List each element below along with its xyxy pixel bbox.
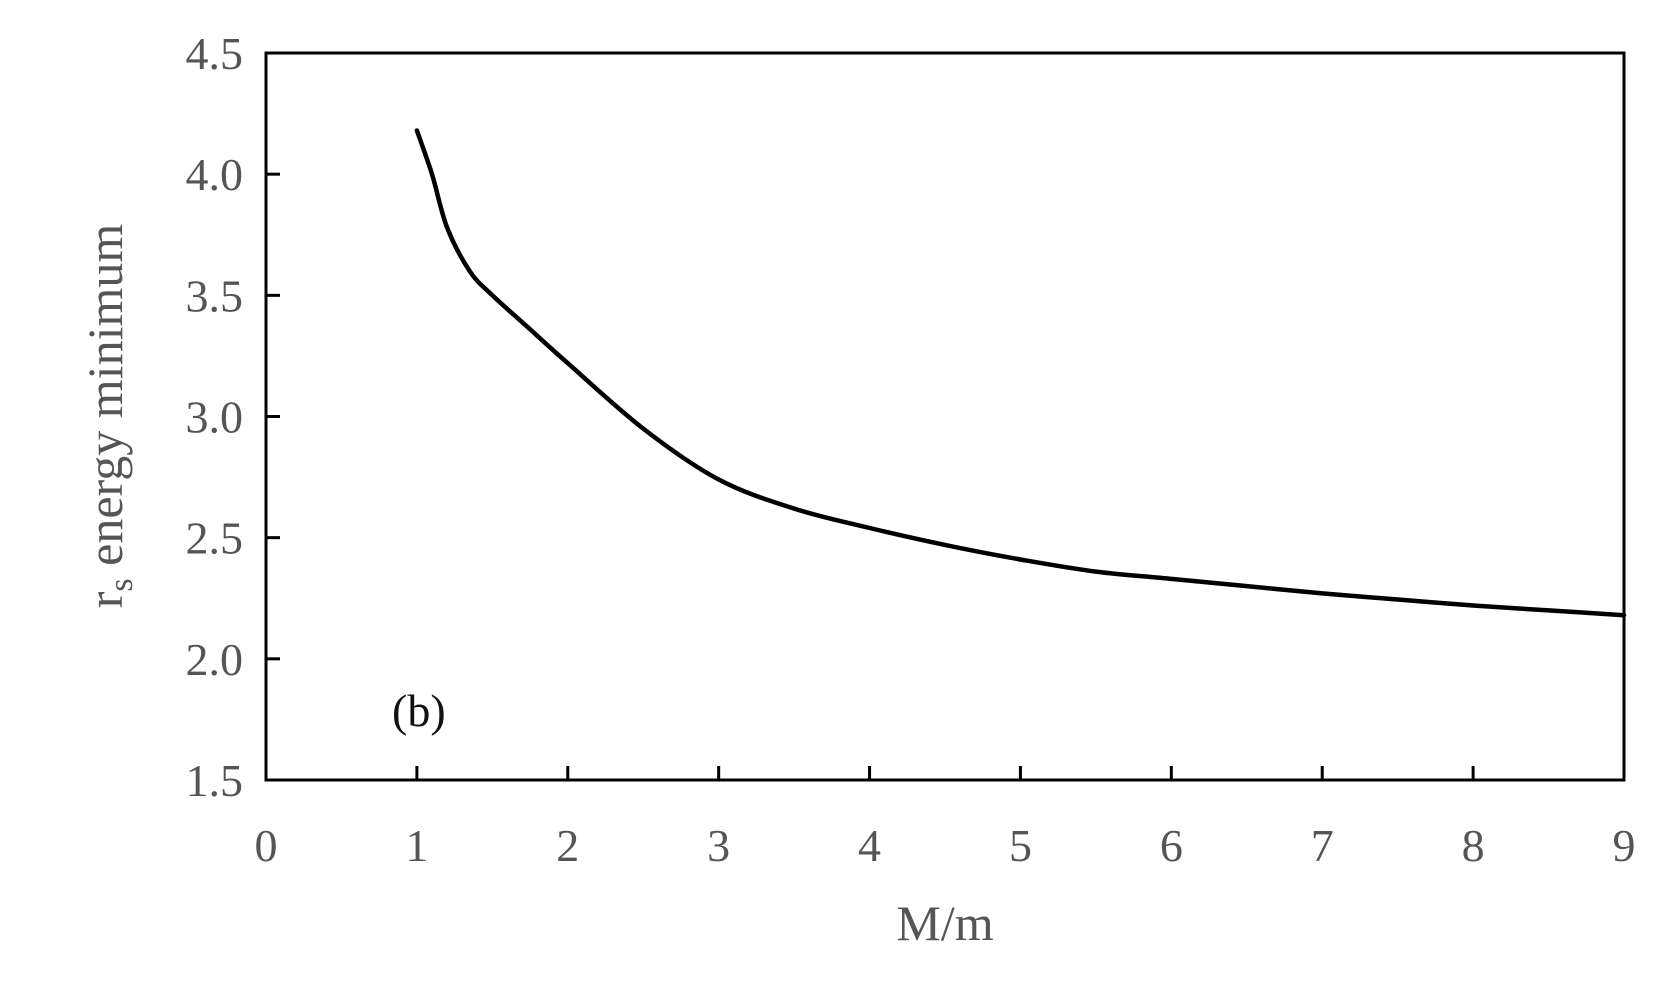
y-axis-title: rs energy minimum bbox=[77, 224, 140, 609]
x-tick-label: 1 bbox=[405, 820, 428, 871]
x-axis-ticks bbox=[415, 766, 1475, 780]
y-tick-label: 2.0 bbox=[186, 634, 244, 685]
y-tick-label: 4.5 bbox=[186, 28, 244, 79]
y-axis-tick-labels: 1.5 2.0 2.5 3.0 3.5 4.0 4.5 bbox=[186, 28, 244, 806]
panel-label: (b) bbox=[392, 685, 446, 736]
y-axis-title-rest: energy minimum bbox=[77, 224, 133, 579]
y-tick-label: 3.5 bbox=[186, 270, 244, 321]
x-tick-label: 4 bbox=[858, 820, 881, 871]
x-tick-label: 2 bbox=[556, 820, 579, 871]
series-line bbox=[414, 128, 1627, 618]
y-tick-label: 2.5 bbox=[186, 513, 244, 564]
x-tick-label: 3 bbox=[707, 820, 730, 871]
y-tick-label: 4.0 bbox=[186, 149, 244, 200]
x-tick-label: 9 bbox=[1613, 820, 1636, 871]
x-axis-tick-labels: 0 1 2 3 4 5 6 7 8 9 bbox=[255, 820, 1636, 871]
x-tick-label: 7 bbox=[1311, 820, 1334, 871]
x-tick-label: 5 bbox=[1009, 820, 1032, 871]
x-tick-label: 0 bbox=[255, 820, 278, 871]
x-tick-label: 8 bbox=[1462, 820, 1485, 871]
y-tick-label: 3.0 bbox=[186, 392, 244, 443]
x-tick-label: 6 bbox=[1160, 820, 1183, 871]
x-axis-title: M/m bbox=[896, 895, 993, 951]
y-tick-label: 1.5 bbox=[186, 755, 244, 806]
y-axis-ticks bbox=[266, 172, 280, 661]
y-axis-title-subscript: s bbox=[103, 578, 140, 591]
plot-area-frame bbox=[264, 51, 1626, 782]
y-axis-title-main: r bbox=[77, 591, 133, 608]
